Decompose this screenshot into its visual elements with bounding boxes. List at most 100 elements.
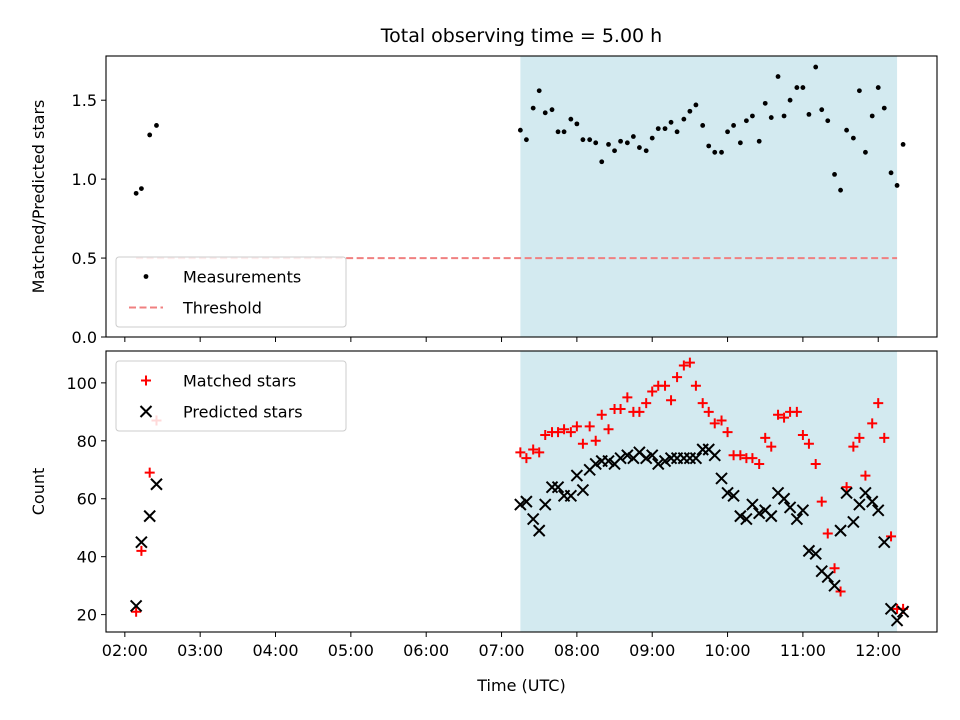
- data-point: [835, 586, 846, 597]
- data-point: [614, 451, 627, 465]
- observing-window: [520, 56, 898, 337]
- data-point: [844, 127, 849, 133]
- data-point: [641, 398, 652, 409]
- data-point: [536, 88, 542, 94]
- data-point: [555, 129, 561, 135]
- data-point: [731, 123, 736, 128]
- data-point: [568, 116, 574, 122]
- data-point: [787, 97, 793, 103]
- data-point: [791, 406, 802, 417]
- data-point: [875, 85, 881, 90]
- x-tick-label: 03:00: [177, 641, 223, 660]
- data-point: [806, 112, 812, 117]
- data-point: [890, 614, 904, 627]
- data-point: [646, 449, 659, 462]
- data-point: [612, 148, 617, 154]
- y-tick-label: 0.5: [72, 249, 97, 268]
- data-point: [832, 171, 837, 177]
- data-point: [828, 579, 841, 592]
- data-point: [847, 515, 860, 529]
- legend: Measurements Threshold: [115, 256, 347, 328]
- data-point: [589, 457, 602, 471]
- legend-label: Measurements: [183, 268, 301, 287]
- x-tick-label: 05:00: [328, 641, 374, 660]
- data-point: [756, 138, 762, 144]
- data-point: [869, 113, 875, 119]
- data-point: [796, 504, 810, 517]
- data-point: [838, 187, 843, 193]
- data-point: [133, 190, 139, 196]
- data-point: [678, 360, 689, 371]
- data-point: [872, 504, 885, 517]
- data-point: [829, 563, 840, 574]
- data-point: [794, 85, 800, 90]
- data-point: [754, 458, 765, 469]
- data-point: [144, 467, 155, 478]
- data-point: [576, 483, 590, 497]
- data-point: [727, 489, 740, 503]
- legend-label: Threshold: [182, 299, 262, 318]
- data-point: [602, 454, 615, 468]
- y-tick-label: 40: [77, 548, 97, 567]
- data-point: [147, 132, 153, 138]
- data-point: [526, 512, 540, 526]
- data-point: [630, 134, 636, 139]
- x-tick-label: 02:00: [102, 641, 148, 660]
- data-point: [834, 524, 847, 537]
- data-point: [816, 496, 827, 507]
- data-point: [574, 121, 580, 127]
- legend-box: [115, 360, 347, 432]
- data-point: [866, 495, 879, 508]
- data-point: [735, 450, 746, 461]
- data-point: [154, 123, 159, 128]
- data-point: [542, 110, 548, 116]
- data-point: [773, 409, 784, 420]
- data-point: [580, 137, 586, 143]
- data-point: [577, 438, 588, 449]
- data-point: [775, 74, 781, 79]
- data-point: [584, 421, 595, 432]
- data-point: [888, 170, 894, 176]
- data-point: [715, 472, 728, 485]
- data-point: [603, 424, 614, 435]
- data-point: [802, 544, 816, 558]
- data-point: [571, 421, 582, 432]
- y-tick-label: 20: [77, 606, 97, 625]
- data-point: [549, 107, 555, 113]
- data-point: [878, 535, 891, 549]
- y-tick-label: 60: [77, 490, 97, 509]
- data-point: [747, 453, 758, 464]
- data-point: [530, 105, 536, 111]
- data-point: [652, 457, 665, 471]
- data-point: [520, 495, 533, 508]
- data-point: [746, 498, 759, 511]
- data-point: [854, 432, 865, 443]
- data-point: [570, 469, 584, 482]
- data-point: [660, 380, 671, 391]
- data-point: [856, 88, 862, 94]
- top-panel: 0.0 0.5 1.0 1.5 Matched/Predicted stars Total…: [29, 25, 938, 347]
- data-point: [900, 142, 906, 147]
- data-point: [821, 570, 834, 584]
- data-point: [615, 403, 626, 414]
- x-tick-label: 10:00: [705, 641, 751, 660]
- data-point: [599, 159, 605, 165]
- data-point: [700, 123, 706, 128]
- data-point: [621, 449, 634, 462]
- data-point: [803, 438, 814, 449]
- data-point: [668, 119, 674, 125]
- data-point: [150, 478, 163, 491]
- data-point: [539, 498, 552, 511]
- data-point: [886, 531, 897, 542]
- data-point: [734, 509, 747, 523]
- data-point: [859, 486, 872, 500]
- data-point: [129, 599, 143, 613]
- data-point: [766, 441, 777, 452]
- data-point: [693, 102, 699, 108]
- data-point: [559, 424, 570, 435]
- data-point: [565, 427, 576, 438]
- data-point: [655, 126, 661, 132]
- data-point: [879, 432, 890, 443]
- data-point: [697, 398, 708, 409]
